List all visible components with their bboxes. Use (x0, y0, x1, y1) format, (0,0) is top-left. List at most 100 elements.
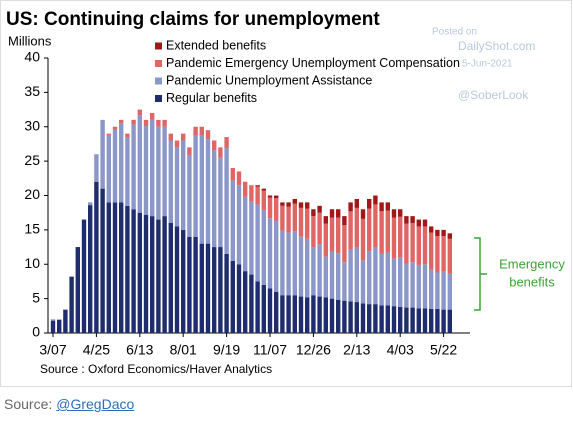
bar-segment (385, 202, 390, 211)
x-tick-label: 3/07 (39, 342, 66, 358)
bar-segment (348, 202, 353, 212)
bar-segment (441, 309, 446, 333)
bar-segment (88, 202, 93, 206)
bracket (474, 237, 487, 311)
bar-segment (162, 126, 167, 217)
bar-segment (373, 304, 378, 333)
bar-segment (441, 271, 446, 310)
legend-swatch (155, 60, 162, 67)
y-tick-label: 0 (32, 324, 40, 340)
bar-segment (243, 181, 248, 197)
bar-segment (329, 209, 335, 218)
bar-segment (398, 257, 403, 307)
legend-label: Pandemic Emergency Unemployment Compensa… (166, 56, 460, 70)
bar-segment (429, 269, 434, 309)
bar-segment (292, 231, 297, 296)
y-tick-label: 40 (24, 49, 40, 65)
bar-segment (329, 251, 335, 299)
bar-segment (181, 140, 186, 230)
bar-segment (218, 147, 223, 158)
annotation: benefits (509, 274, 555, 289)
bar-segment (422, 226, 428, 265)
bar-segment (212, 140, 217, 151)
bar-segment (119, 119, 124, 124)
bar-segment (112, 129, 118, 203)
bar-segment (398, 216, 403, 258)
bar-segment (367, 198, 372, 209)
bar-segment (174, 147, 180, 227)
bar-segment (429, 308, 434, 333)
bar-segment (410, 216, 415, 223)
x-tick-label: 11/07 (253, 342, 287, 358)
bar-segment (305, 202, 310, 209)
source-note: Source : Oxford Economics/Haver Analytic… (40, 362, 272, 376)
bar-segment (354, 198, 359, 208)
bar-segment (143, 119, 149, 127)
bar-segment (323, 216, 328, 224)
bar-segment (329, 217, 335, 252)
bar-segment (404, 223, 409, 264)
annotation: Emergency (499, 256, 565, 271)
footer-link[interactable]: @GregDaco (56, 396, 135, 412)
bar-segment (131, 124, 136, 210)
bar-segment (422, 308, 428, 333)
bar-segment (373, 195, 378, 205)
bar-segment (112, 126, 118, 130)
bar-segment (311, 209, 316, 217)
bar-segment (274, 198, 279, 221)
bar-segment (81, 219, 87, 333)
y-tick-label: 10 (24, 255, 40, 271)
bar-segment (261, 284, 266, 333)
bar-segment (360, 209, 366, 219)
bar-segment (354, 247, 359, 303)
bar-segment (94, 154, 99, 182)
bar-segment (137, 212, 142, 333)
bar-segment (267, 288, 273, 333)
bar-segment (205, 243, 211, 333)
bar-segment (274, 220, 279, 292)
bar-segment (63, 309, 68, 333)
bar-segment (162, 119, 167, 127)
bar-segment (416, 219, 421, 227)
y-tick-label: 5 (32, 289, 40, 305)
bar-segment (379, 253, 384, 306)
bar-segment (243, 271, 248, 333)
bar-segment (410, 307, 415, 333)
bar-segment (143, 214, 149, 333)
bar-segment (255, 204, 260, 282)
bar-segment (280, 230, 285, 296)
legend-swatch (155, 95, 162, 102)
bar-segment (131, 119, 136, 125)
bar-segment (367, 251, 372, 305)
bar-segment (435, 272, 440, 309)
bar-segment (174, 140, 180, 148)
bar-segment (379, 305, 384, 333)
bar-segment (236, 264, 242, 333)
bar-segment (404, 307, 409, 333)
bar-segment (267, 197, 273, 219)
bar-segment (199, 126, 204, 135)
bar-segment (150, 216, 155, 333)
bar-segment (360, 218, 366, 261)
bar-segment (336, 253, 341, 300)
watermark: @SoberLook (458, 88, 529, 102)
legend-label: Pandemic Unemployment Assistance (166, 73, 372, 87)
bar-segment (342, 262, 347, 301)
x-tick-label: 5/22 (430, 342, 457, 358)
legend-label: Regular benefits (166, 91, 257, 105)
bar-segment (230, 180, 235, 261)
bar-segment (336, 217, 341, 254)
bar-segment (187, 147, 192, 155)
x-tick-label: 12/26 (296, 342, 331, 358)
bar-segment (137, 109, 142, 116)
y-tick-label: 25 (24, 152, 40, 168)
chart: US: Continuing claims for unemployment M… (0, 0, 572, 387)
bar-segment (317, 205, 322, 213)
bar-segment (323, 256, 328, 298)
bar-segment (323, 297, 328, 333)
bar-segment (342, 300, 347, 333)
x-tick-label: 4/03 (387, 342, 414, 358)
bar-segment (156, 126, 161, 220)
bar-segment (261, 209, 266, 285)
